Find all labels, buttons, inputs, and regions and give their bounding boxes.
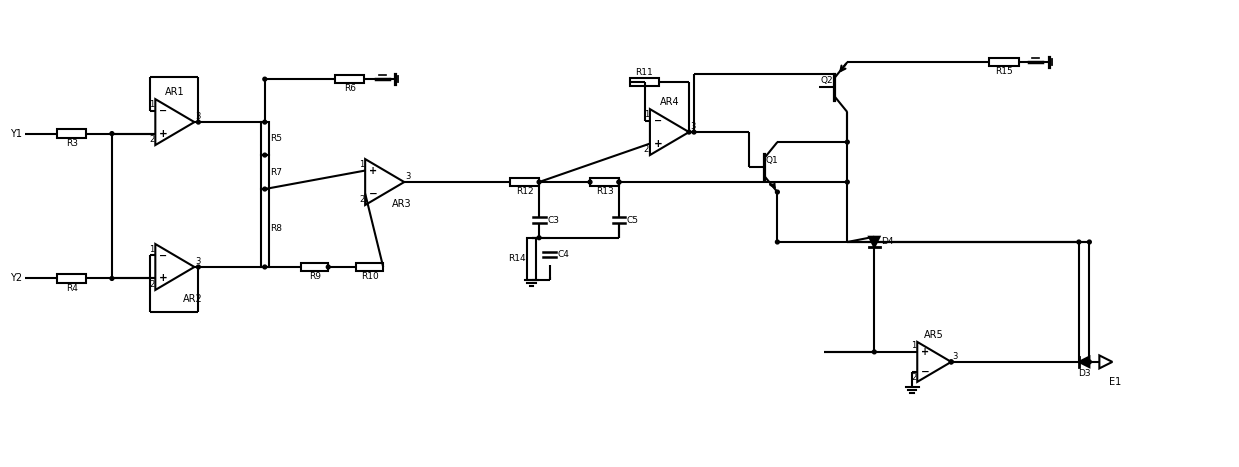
Circle shape (110, 276, 114, 280)
Circle shape (263, 77, 266, 81)
Text: R11: R11 (636, 68, 653, 77)
Text: R14: R14 (508, 254, 525, 263)
Text: 3: 3 (405, 172, 410, 181)
Circle shape (263, 187, 266, 191)
Text: 2: 2 (359, 195, 364, 204)
Text: 3: 3 (196, 257, 201, 266)
Text: D3: D3 (1078, 369, 1090, 378)
Text: −: − (654, 116, 662, 126)
Text: 2: 2 (149, 280, 155, 289)
Text: C3: C3 (548, 215, 559, 225)
Circle shape (845, 180, 849, 184)
Text: 1: 1 (644, 110, 649, 119)
Text: 1: 1 (149, 100, 155, 109)
Circle shape (263, 120, 266, 124)
Circle shape (949, 360, 953, 364)
Circle shape (1088, 360, 1092, 364)
Text: Y2: Y2 (10, 274, 22, 283)
Text: Y1: Y1 (10, 128, 22, 139)
Circle shape (617, 180, 621, 184)
Circle shape (263, 153, 266, 157)
Circle shape (1077, 240, 1080, 244)
Text: Q2: Q2 (820, 76, 833, 85)
Circle shape (538, 180, 541, 184)
Bar (357, 263, 383, 271)
Text: 3: 3 (953, 352, 958, 361)
Text: +: + (369, 165, 378, 176)
Text: −: − (160, 106, 167, 116)
Text: 3: 3 (196, 112, 201, 121)
Circle shape (197, 120, 201, 124)
Text: R4: R4 (66, 284, 78, 293)
Circle shape (688, 130, 691, 134)
Text: R10: R10 (361, 272, 379, 281)
Text: 1: 1 (149, 245, 155, 254)
Text: −: − (922, 367, 930, 377)
Text: 2: 2 (644, 145, 649, 154)
Text: +: + (922, 347, 929, 357)
Text: +: + (654, 139, 663, 149)
Circle shape (949, 360, 953, 364)
Text: E1: E1 (1109, 377, 1121, 387)
Text: 1: 1 (359, 160, 364, 169)
Bar (260, 122, 269, 155)
Bar (57, 129, 87, 138)
Text: R9: R9 (309, 272, 321, 281)
Text: −: − (160, 250, 167, 261)
Circle shape (776, 190, 779, 194)
Polygon shape (1079, 357, 1089, 367)
Bar (510, 178, 539, 186)
Text: +: + (160, 274, 169, 283)
Text: R3: R3 (66, 139, 78, 148)
Text: R12: R12 (515, 187, 533, 196)
Text: R7: R7 (270, 168, 282, 177)
Circle shape (263, 265, 266, 269)
Text: 1: 1 (911, 341, 917, 350)
Bar (260, 155, 269, 189)
Text: C4: C4 (558, 250, 570, 259)
Text: AR3: AR3 (392, 199, 411, 209)
Polygon shape (869, 237, 880, 247)
Text: D4: D4 (881, 238, 895, 247)
Bar (528, 238, 535, 280)
Bar (590, 178, 620, 186)
Circle shape (538, 236, 541, 240)
Text: AR1: AR1 (165, 87, 185, 97)
Circle shape (589, 180, 592, 184)
Text: Q1: Q1 (766, 156, 778, 165)
Text: −: − (369, 189, 378, 198)
Text: R8: R8 (270, 224, 282, 233)
Text: +: + (160, 128, 169, 139)
Bar (57, 274, 87, 283)
Bar (336, 75, 364, 84)
Circle shape (845, 140, 849, 144)
Text: R5: R5 (270, 134, 282, 143)
Circle shape (197, 265, 201, 269)
Text: 3: 3 (690, 122, 695, 131)
Circle shape (1088, 240, 1092, 244)
Text: R13: R13 (596, 187, 613, 196)
Bar (629, 78, 659, 86)
Bar (301, 263, 328, 271)
Circle shape (617, 180, 621, 184)
Text: AR2: AR2 (183, 294, 203, 304)
Text: R15: R15 (995, 67, 1014, 77)
Circle shape (872, 350, 876, 354)
Circle shape (326, 265, 330, 269)
Text: C5: C5 (627, 215, 639, 225)
Text: 2: 2 (149, 135, 155, 144)
Text: AR5: AR5 (924, 330, 944, 340)
Text: R6: R6 (343, 85, 356, 93)
Text: 2: 2 (911, 374, 917, 382)
Text: AR4: AR4 (659, 97, 679, 107)
Circle shape (693, 130, 696, 134)
Bar (989, 58, 1020, 66)
Bar (260, 189, 269, 267)
Circle shape (110, 132, 114, 135)
Circle shape (776, 240, 779, 244)
